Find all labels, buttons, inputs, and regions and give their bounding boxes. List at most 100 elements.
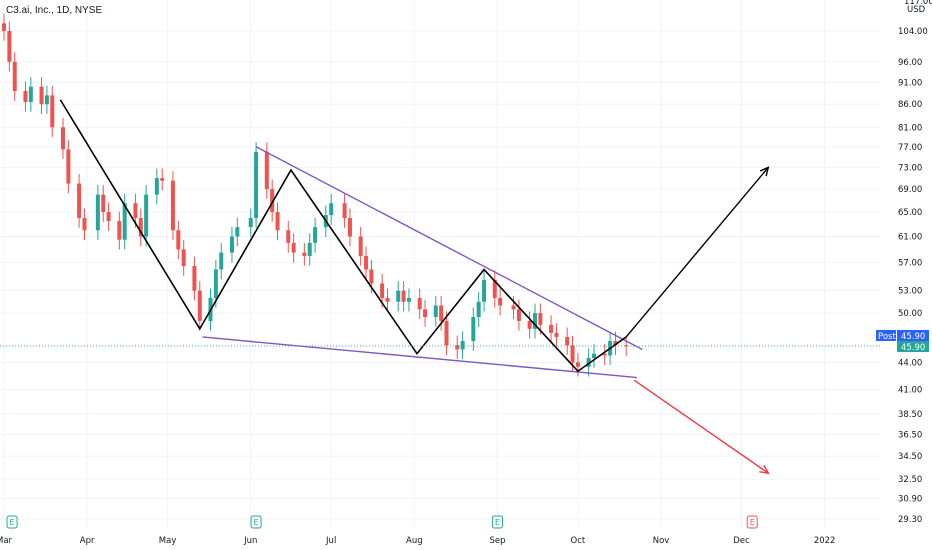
candle-body <box>624 345 629 347</box>
candle-body <box>192 266 197 291</box>
bullish-arrow <box>625 166 769 338</box>
time-axis[interactable]: Mar Apr May Jun Jul Aug Sep Oct Nov Dec 2022 <box>0 536 835 546</box>
candle-body <box>219 252 224 270</box>
candle-body <box>570 345 575 363</box>
earnings-marker-label: E <box>495 518 500 527</box>
earnings-marker-box <box>250 515 262 529</box>
price-tick-label: 32.50 <box>898 475 922 485</box>
earnings-marker-label: E <box>254 518 259 527</box>
price-tick-label: 29.30 <box>898 515 922 525</box>
earnings-marker[interactable]: E <box>6 515 18 529</box>
price-tick-label: 30.90 <box>898 495 922 505</box>
last-price-value: 45.90 <box>901 343 925 353</box>
candle-body <box>482 279 487 302</box>
price-tick-label: 65.00 <box>898 208 922 218</box>
zigzag-pattern <box>59 99 627 373</box>
earnings-marker[interactable]: E <box>250 515 262 529</box>
candle-body <box>369 269 374 284</box>
candle-body <box>77 183 82 219</box>
candle-body <box>516 309 521 321</box>
candle-body <box>270 189 275 213</box>
candle-body <box>586 358 591 367</box>
candle-body <box>213 269 218 299</box>
candle-body <box>229 236 234 253</box>
price-tick-label: 34.50 <box>898 452 922 462</box>
candle-body <box>28 86 33 102</box>
bearish-arrow <box>633 379 769 474</box>
candle-body <box>82 218 87 231</box>
candle-body <box>433 305 438 317</box>
price-tick-label: 53.00 <box>898 287 922 297</box>
symbol-title: C3.ai, Inc., 1D, NYSE <box>6 5 103 16</box>
price-tick-label: 44.00 <box>898 358 922 368</box>
candle-body <box>101 194 106 213</box>
candle-body <box>133 203 138 219</box>
price-tick-label: 50.00 <box>898 309 922 319</box>
candle-body <box>197 290 202 321</box>
candle-body <box>170 180 175 231</box>
price-tick-label-top: 117.00 <box>904 0 932 7</box>
candle-body <box>460 341 465 350</box>
candle-body <box>275 212 280 231</box>
time-tick-label: Jul <box>325 536 336 546</box>
chart-grid <box>0 0 880 528</box>
earnings-marker[interactable]: E <box>746 515 758 529</box>
last-price-tag: 45.90 <box>897 341 929 353</box>
arrow-head <box>759 166 770 177</box>
candle-body <box>380 283 385 299</box>
post-value-bg <box>897 330 929 341</box>
candle-body <box>291 242 296 253</box>
candle-body <box>455 345 460 350</box>
candle-body <box>613 341 618 346</box>
time-tick-label: Mar <box>0 536 13 546</box>
price-tick-label: 96.00 <box>898 58 922 68</box>
time-tick-label: Oct <box>571 536 586 546</box>
time-tick-label: Apr <box>80 536 95 546</box>
candle-body <box>254 151 259 219</box>
candle-body <box>602 353 607 356</box>
candle-body <box>50 95 55 128</box>
candle-body <box>138 218 143 237</box>
candle-body <box>476 301 481 317</box>
wedge-lower-line <box>202 336 637 379</box>
candle-body <box>492 279 497 299</box>
candle-body <box>39 86 44 105</box>
candle-body <box>61 127 65 150</box>
candle-body <box>106 212 111 222</box>
price-tick-label: 86.00 <box>898 100 922 110</box>
earnings-marker[interactable]: E <box>491 515 503 529</box>
candle-body <box>498 298 503 306</box>
candle-body <box>95 194 100 231</box>
candle-body <box>471 316 476 342</box>
candle-body <box>575 362 580 367</box>
price-tick-label: 91.00 <box>898 78 922 88</box>
candle-body <box>358 236 363 256</box>
candle-body <box>406 298 411 302</box>
candle-body <box>385 298 390 302</box>
time-tick-label: May <box>159 536 177 546</box>
last-value-bg <box>897 341 929 352</box>
price-axis[interactable]: 104.00 96.00 91.00 86.00 81.00 77.00 73.00 69.0… <box>898 0 932 525</box>
candle-body <box>144 194 149 237</box>
price-tick-label: 77.00 <box>898 143 922 153</box>
candle-body <box>417 298 422 310</box>
time-tick-label: Sep <box>489 536 505 546</box>
candle-body <box>527 320 532 329</box>
arrow-head <box>759 465 770 475</box>
candle-body <box>423 309 428 317</box>
candle-body <box>307 242 312 256</box>
time-tick-label: Dec <box>733 536 750 546</box>
currency-label: USD <box>907 5 926 15</box>
earnings-marker-box <box>746 515 758 529</box>
candle-body <box>439 305 444 321</box>
candle-body <box>538 313 543 325</box>
earnings-marker-label: E <box>10 518 15 527</box>
candle-body <box>396 290 401 302</box>
time-tick-label: 2022 <box>814 536 836 546</box>
candle-body <box>23 91 28 102</box>
price-tick-label: 81.00 <box>898 123 922 133</box>
candle-body <box>533 313 537 329</box>
